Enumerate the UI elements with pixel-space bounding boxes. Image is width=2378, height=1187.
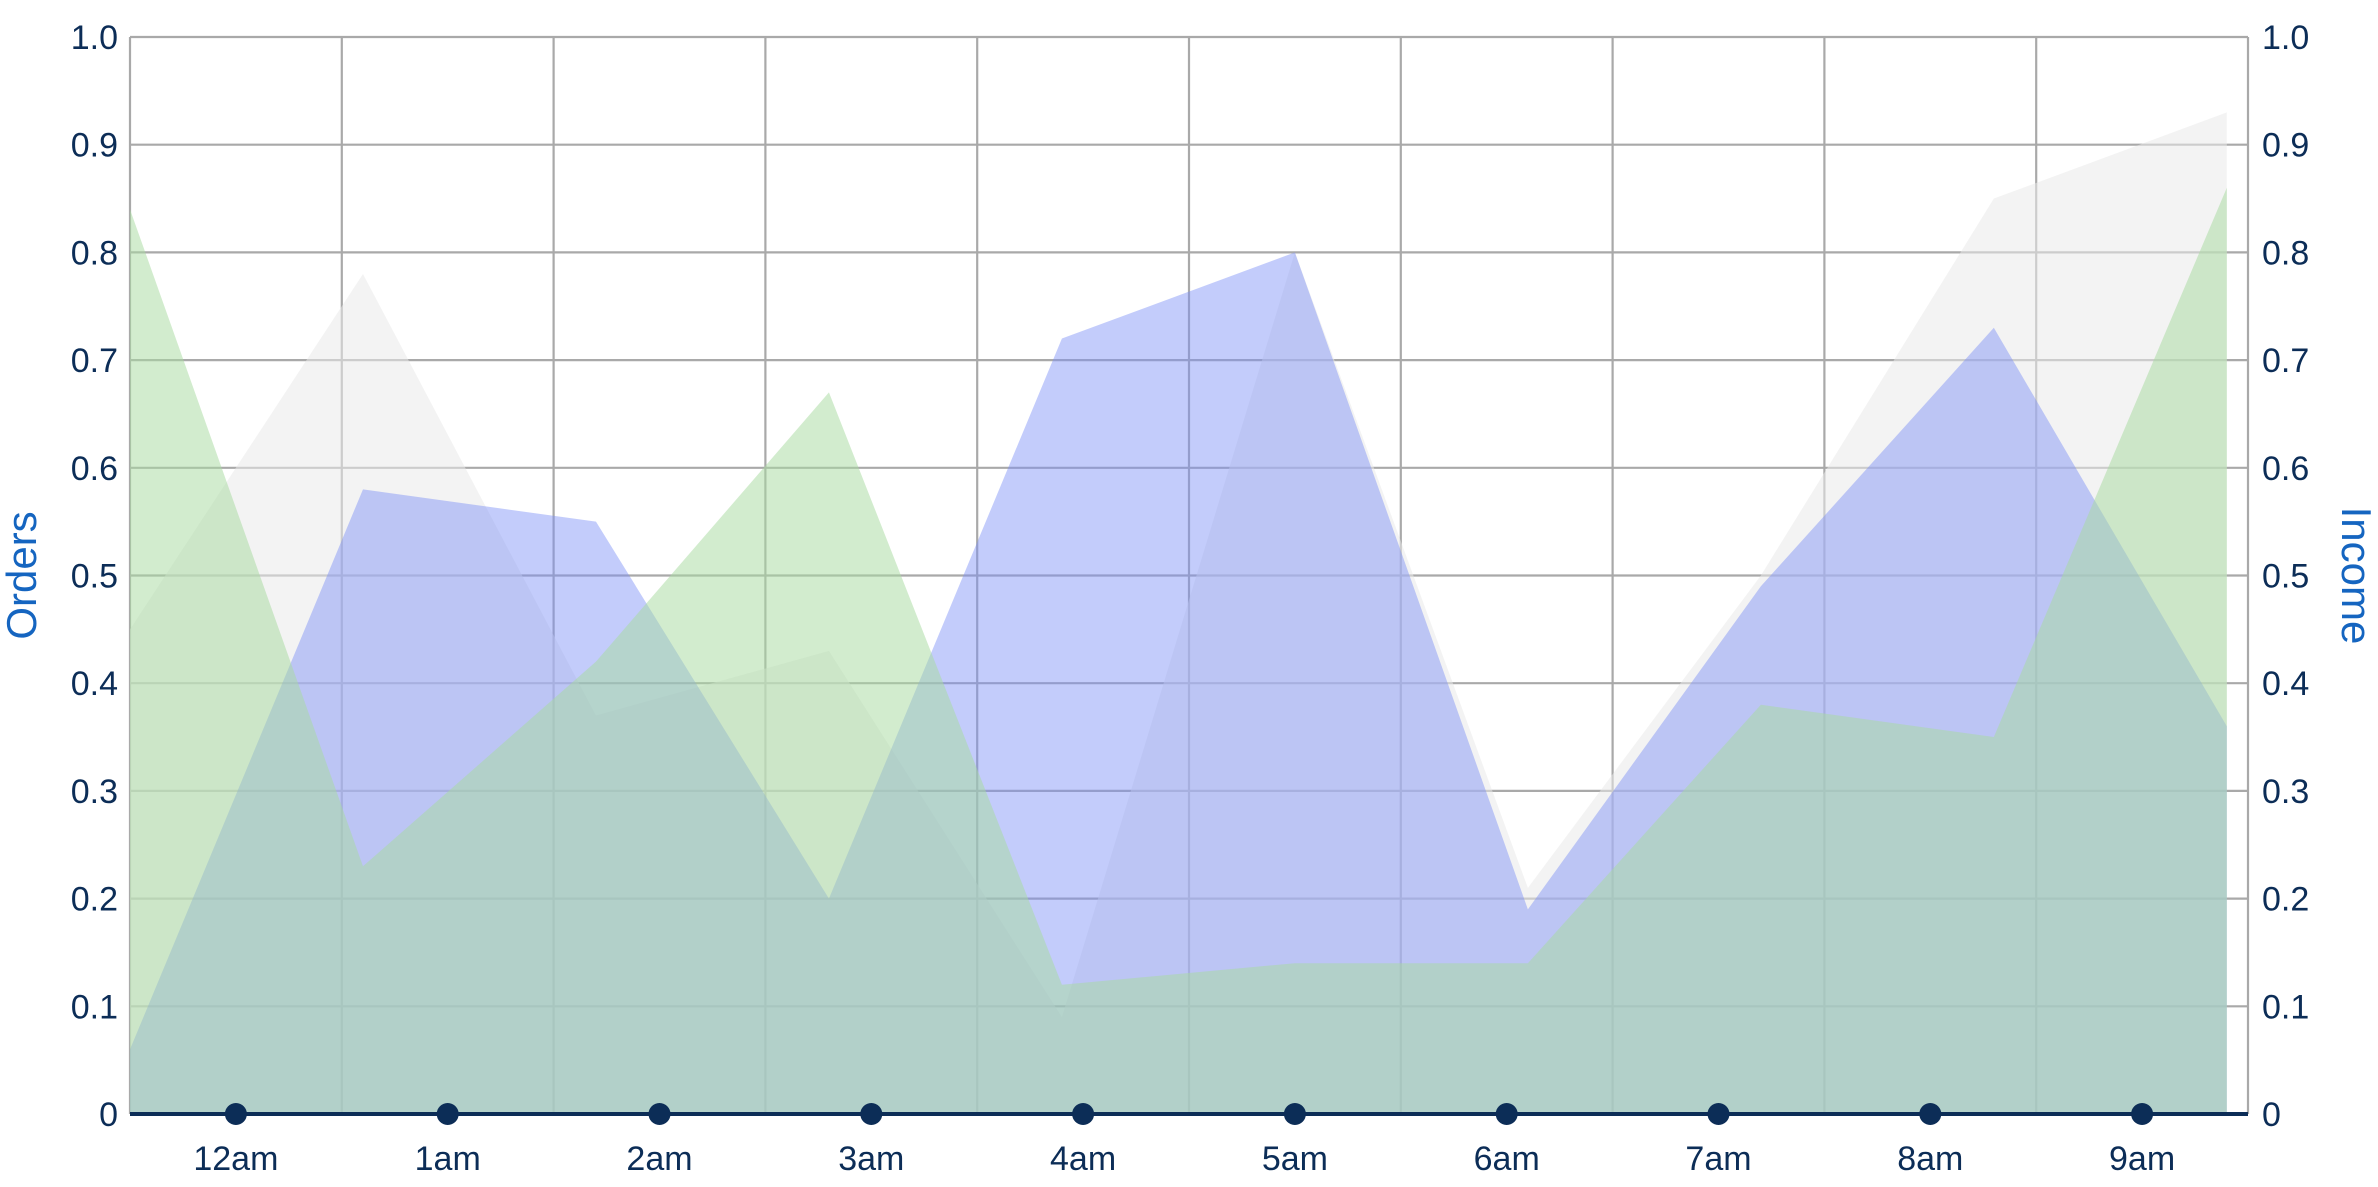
x-tick-marker [224, 1103, 247, 1125]
left-y-tick-label: 0 [99, 1096, 118, 1134]
right-y-tick-label: 1.0 [2262, 19, 2309, 57]
x-tick-label: 5am [1262, 1140, 1328, 1178]
right-y-tick-label: 0.2 [2262, 881, 2309, 919]
area-series-3 [130, 187, 2227, 1114]
x-tick-marker [648, 1103, 671, 1125]
x-tick-label: 2am [626, 1140, 692, 1178]
left-y-tick-label: 0.5 [71, 558, 118, 596]
series-layer [130, 112, 2227, 1114]
left-y-tick-label: 0.2 [71, 881, 118, 919]
left-y-tick-label: 0.1 [71, 988, 118, 1026]
x-tick-label: 12am [193, 1140, 278, 1178]
tick-labels: 12am 1am 2am 3am 4am 5am 6am 7am 8am 9am 0 0 0.1 0.1 0… [71, 19, 2310, 1178]
left-y-tick-label: 0.7 [71, 342, 118, 380]
right-y-tick-label: 0.4 [2262, 665, 2309, 703]
left-y-tick-label: 1.0 [71, 19, 118, 57]
x-tick-label: 1am [415, 1140, 481, 1178]
right-y-tick-label: 0.8 [2262, 234, 2309, 272]
left-axis-title: Orders [0, 511, 45, 639]
right-y-tick-label: 0.9 [2262, 127, 2309, 165]
right-y-tick-label: 0.6 [2262, 450, 2309, 488]
x-tick-label: 8am [1897, 1140, 1963, 1178]
x-tick-marker [2131, 1103, 2154, 1125]
right-y-tick-label: 0 [2262, 1096, 2281, 1134]
right-y-tick-label: 0.3 [2262, 773, 2309, 811]
x-tick-marker [436, 1103, 459, 1125]
x-tick-marker [1495, 1103, 1518, 1125]
left-y-tick-label: 0.6 [71, 450, 118, 488]
right-y-tick-label: 0.5 [2262, 558, 2309, 596]
right-axis-title: Income [2333, 507, 2378, 645]
left-y-tick-label: 0.4 [71, 665, 118, 703]
x-tick-label: 9am [2109, 1140, 2175, 1178]
x-tick-label: 7am [1685, 1140, 1751, 1178]
x-tick-label: 6am [1474, 1140, 1540, 1178]
x-tick-marker [860, 1103, 883, 1125]
left-y-tick-label: 0.8 [71, 234, 118, 272]
axes [130, 1103, 2248, 1125]
x-tick-marker [1707, 1103, 1730, 1125]
x-tick-marker [1072, 1103, 1095, 1125]
x-tick-marker [1283, 1103, 1306, 1125]
right-y-tick-label: 0.1 [2262, 988, 2309, 1026]
left-y-tick-label: 0.3 [71, 773, 118, 811]
right-y-tick-label: 0.7 [2262, 342, 2309, 380]
x-tick-marker [1919, 1103, 1942, 1125]
left-y-tick-label: 0.9 [71, 127, 118, 165]
x-tick-label: 3am [838, 1140, 904, 1178]
x-tick-label: 4am [1050, 1140, 1116, 1178]
